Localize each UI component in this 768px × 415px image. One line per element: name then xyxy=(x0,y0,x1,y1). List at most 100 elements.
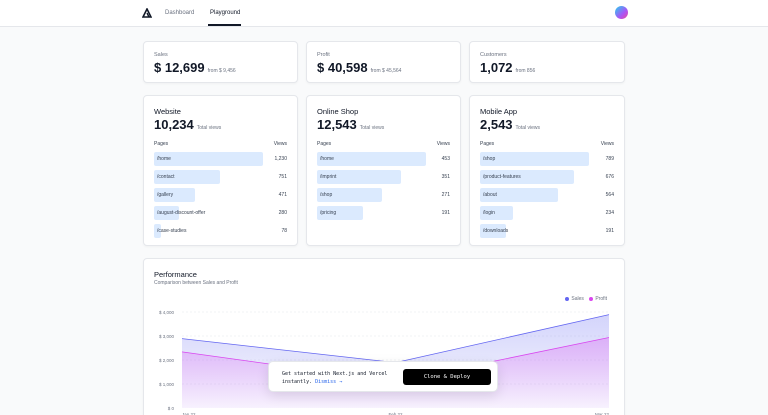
page-views: 191 xyxy=(605,228,614,234)
kpi-label: Profit xyxy=(317,52,330,58)
logo-icon[interactable] xyxy=(142,8,152,18)
kpi-value: $ 12,699 xyxy=(154,60,205,75)
top-nav: Dashboard Playground xyxy=(0,0,768,27)
total-views-label: Total views xyxy=(196,125,222,131)
page-row[interactable]: /login 234 xyxy=(480,206,614,220)
user-avatar[interactable] xyxy=(615,6,628,19)
col-header-views: Views xyxy=(600,141,614,147)
page-row[interactable]: /pricing 191 xyxy=(317,206,450,220)
page-row[interactable]: /home 453 xyxy=(317,152,450,166)
card-title: Mobile App xyxy=(480,107,518,116)
page-row[interactable]: /contact 751 xyxy=(154,170,287,184)
page-path: /login xyxy=(483,210,495,216)
page-bar xyxy=(154,170,221,184)
page-path: /home xyxy=(320,156,334,162)
page-views: 234 xyxy=(605,210,614,216)
card-title: Website xyxy=(154,107,181,116)
page-bar xyxy=(480,188,559,202)
page-views: 271 xyxy=(441,192,450,198)
page-views: 453 xyxy=(441,156,450,162)
page-row[interactable]: /case-studies 78 xyxy=(154,224,287,238)
kpi-from: from $ 9,456 xyxy=(207,68,236,74)
col-header-views: Views xyxy=(273,141,287,147)
dismiss-link[interactable]: Dismiss → xyxy=(315,379,343,385)
page-bar xyxy=(480,152,589,166)
total-views-value: 12,543 xyxy=(317,117,357,132)
col-header-pages: Pages xyxy=(317,141,332,147)
clone-deploy-button[interactable]: Clone & Deploy xyxy=(403,369,491,385)
page-views: 751 xyxy=(278,174,287,180)
page-path: /home xyxy=(157,156,171,162)
col-header-pages: Pages xyxy=(154,141,169,147)
page-bar xyxy=(317,206,363,220)
chart-legend: Sales Profit xyxy=(565,296,607,302)
kpi-card-profit: Profit $ 40,598 from $ 45,564 xyxy=(306,41,461,83)
page-path: /contact xyxy=(157,174,175,180)
page-bar xyxy=(154,188,196,202)
page-row[interactable]: /downloads 191 xyxy=(480,224,614,238)
kpi-label: Customers xyxy=(480,52,507,58)
total-views-value: 10,234 xyxy=(154,117,194,132)
card-title: Online Shop xyxy=(317,107,359,116)
page-path: /shop xyxy=(483,156,496,162)
performance-title: Performance xyxy=(154,270,197,279)
page-bar xyxy=(480,170,574,184)
legend-dot-profit xyxy=(589,296,594,301)
page-views: 78 xyxy=(281,228,287,234)
col-header-pages: Pages xyxy=(480,141,495,147)
toast-message: Get started with Next.js and Vercel xyxy=(282,371,388,377)
page-bar xyxy=(317,170,401,184)
page-bar xyxy=(317,152,426,166)
page-row[interactable]: /shop 789 xyxy=(480,152,614,166)
page-path: /about xyxy=(483,192,497,198)
page-views: 280 xyxy=(278,210,287,216)
page-bar xyxy=(154,224,161,238)
nav-link-playground[interactable]: Playground xyxy=(210,10,241,16)
page-views: 676 xyxy=(605,174,614,180)
page-path: /pricing xyxy=(320,210,337,216)
total-views-value: 2,543 xyxy=(480,117,513,132)
kpi-label: Sales xyxy=(154,52,168,58)
performance-subtitle: Comparison between Sales and Profit xyxy=(154,280,238,286)
card-website: Website 10,234 Total views Pages Views /h… xyxy=(143,95,298,246)
page-path: /gallery xyxy=(157,192,174,198)
kpi-value: $ 40,598 xyxy=(317,60,368,75)
page-path: /imprint xyxy=(320,174,337,180)
page-views: 789 xyxy=(605,156,614,162)
page-views: 1,230 xyxy=(274,156,287,162)
page-bar xyxy=(480,206,513,220)
page-row[interactable]: /about 564 xyxy=(480,188,614,202)
kpi-from: from $ 45,564 xyxy=(370,68,402,74)
page-row[interactable]: /home 1,230 xyxy=(154,152,287,166)
deploy-toast: Get started with Next.js and Vercel insta… xyxy=(268,361,498,392)
kpi-from: from 856 xyxy=(515,68,536,74)
legend-label-sales: Sales xyxy=(571,296,584,302)
toast-message-cont: instantly. xyxy=(282,379,313,385)
page-row[interactable]: /imprint 351 xyxy=(317,170,450,184)
card-online-shop: Online Shop 12,543 Total views Pages View… xyxy=(306,95,461,246)
legend-label-profit: Profit xyxy=(595,296,607,302)
page-bar xyxy=(480,224,507,238)
page-bar xyxy=(154,152,263,166)
kpi-card-sales: Sales $ 12,699 from $ 9,456 xyxy=(143,41,298,83)
nav-link-dashboard[interactable]: Dashboard xyxy=(165,10,195,16)
page-views: 564 xyxy=(605,192,614,198)
kpi-value: 1,072 xyxy=(480,60,513,75)
page-views: 471 xyxy=(278,192,287,198)
total-views-label: Total views xyxy=(515,125,540,131)
page-bar xyxy=(154,206,180,220)
total-views-label: Total views xyxy=(359,125,385,131)
page-path: /august-discount-offer xyxy=(157,210,206,216)
page-row[interactable]: /august-discount-offer 280 xyxy=(154,206,287,220)
page-row[interactable]: /product-features 676 xyxy=(480,170,614,184)
page-path: /shop xyxy=(320,192,333,198)
page-path: /downloads xyxy=(483,228,509,234)
page-views: 351 xyxy=(441,174,450,180)
page-row[interactable]: /shop 271 xyxy=(317,188,450,202)
kpi-card-customers: Customers 1,072 from 856 xyxy=(469,41,625,83)
active-tab-indicator xyxy=(208,24,241,26)
page-bar xyxy=(317,188,383,202)
col-header-views: Views xyxy=(436,141,450,147)
card-mobile-app: Mobile App 2,543 Total views Pages Views … xyxy=(469,95,625,246)
page-row[interactable]: /gallery 471 xyxy=(154,188,287,202)
